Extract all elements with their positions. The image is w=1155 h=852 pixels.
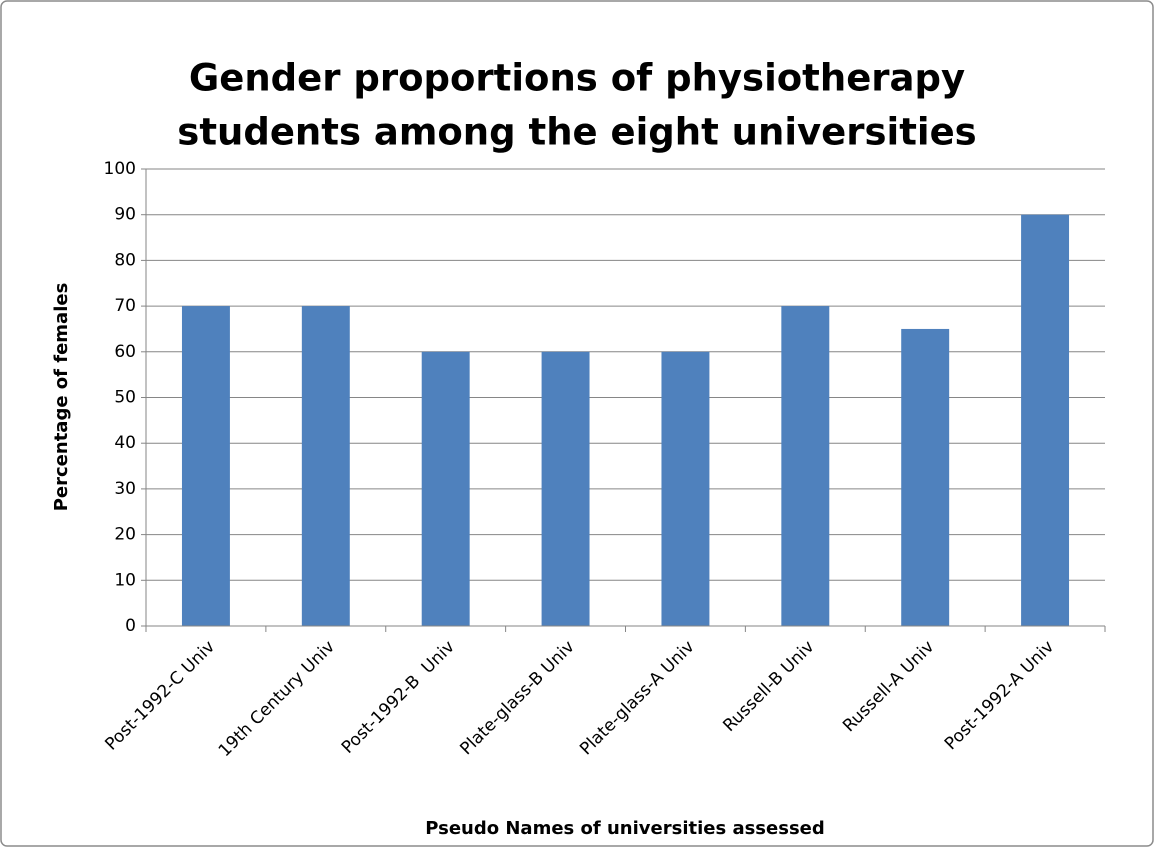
y-tick-label: 40 (114, 433, 136, 453)
chart-title: students among the eight universities (177, 111, 976, 154)
bar (901, 328, 950, 626)
y-tick-label: 0 (125, 616, 136, 636)
y-tick-label: 50 (114, 388, 136, 408)
chart-title: Gender proportions of physiotherapy (189, 57, 965, 100)
y-tick-label: 80 (114, 250, 136, 270)
y-tick-label: 30 (114, 479, 136, 499)
y-tick-label: 100 (104, 159, 136, 179)
y-tick-label: 70 (114, 296, 136, 316)
x-axis-title: Pseudo Names of universities assessed (425, 818, 825, 839)
bar (1021, 214, 1070, 626)
bar (421, 351, 470, 626)
bar (301, 306, 350, 626)
y-axis-title: Percentage of females (51, 283, 72, 512)
y-tick-label: 20 (114, 525, 136, 545)
y-tick-label: 90 (114, 205, 136, 225)
bar (661, 351, 710, 626)
y-tick-label: 60 (114, 342, 136, 362)
bar (541, 351, 590, 626)
bar (781, 306, 830, 626)
bar (181, 306, 230, 626)
y-tick-label: 10 (114, 570, 136, 590)
